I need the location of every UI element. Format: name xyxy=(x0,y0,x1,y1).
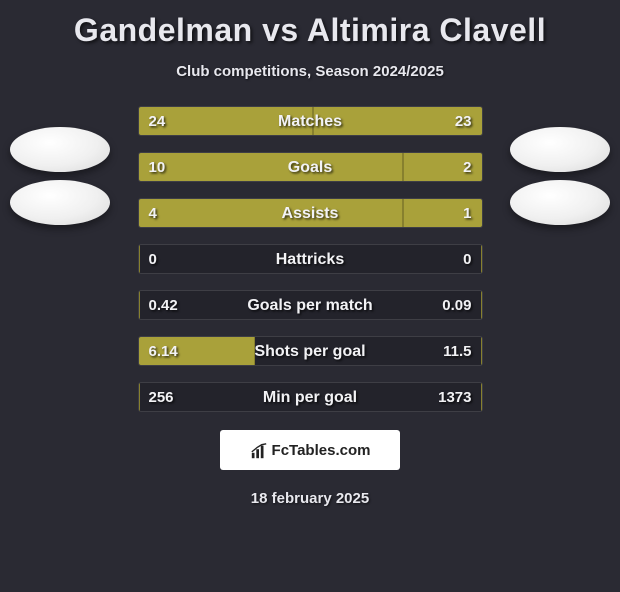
chart-icon xyxy=(250,442,268,460)
stat-row: 41Assists xyxy=(138,198,483,228)
stat-row: 6.1411.5Shots per goal xyxy=(138,336,483,366)
stat-label: Hattricks xyxy=(139,245,482,273)
brand-label: FcTables.com xyxy=(272,442,371,459)
stat-value-player2: 1373 xyxy=(428,383,481,411)
stat-bar-player2 xyxy=(481,383,482,411)
player2-avatar xyxy=(510,180,610,225)
stat-value-player2: 11.5 xyxy=(433,337,481,365)
stat-bar-player2 xyxy=(403,199,482,227)
stat-value-player2: 0.09 xyxy=(432,291,481,319)
stat-row: 102Goals xyxy=(138,152,483,182)
stat-bar-player1 xyxy=(139,337,256,365)
stat-bar-player2 xyxy=(403,153,482,181)
player1-avatar xyxy=(10,180,110,225)
stat-value-player1: 256 xyxy=(139,383,184,411)
stat-bar-player1 xyxy=(139,291,140,319)
stat-row: 0 0Hattricks xyxy=(138,244,483,274)
stat-row: 2423Matches xyxy=(138,106,483,136)
stat-value-player1: 0.42 xyxy=(139,291,188,319)
stat-row: 256 1373Min per goal xyxy=(138,382,483,412)
stat-bar-player2 xyxy=(313,107,481,135)
stat-bar-player2 xyxy=(481,291,482,319)
stat-value-player2: 0 xyxy=(453,245,481,273)
player2-avatar xyxy=(510,127,610,172)
brand-badge: FcTables.com xyxy=(220,430,400,470)
stat-bar-player1 xyxy=(139,199,403,227)
stat-bar-player1 xyxy=(139,383,140,411)
page-title: Gandelman vs Altimira Clavell xyxy=(0,12,620,49)
stat-label: Min per goal xyxy=(139,383,482,411)
stat-bar-player1 xyxy=(139,107,314,135)
stat-bar-player2 xyxy=(481,245,482,273)
stat-row: 0.42 0.09Goals per match xyxy=(138,290,483,320)
date-label: 18 february 2025 xyxy=(0,490,620,507)
subtitle: Club competitions, Season 2024/2025 xyxy=(0,63,620,80)
stat-value-player1: 0 xyxy=(139,245,167,273)
stat-label: Goals per match xyxy=(139,291,482,319)
stat-bar-player2 xyxy=(481,337,482,365)
stat-bar-player1 xyxy=(139,245,140,273)
stat-bar-player1 xyxy=(139,153,403,181)
player1-avatar xyxy=(10,127,110,172)
